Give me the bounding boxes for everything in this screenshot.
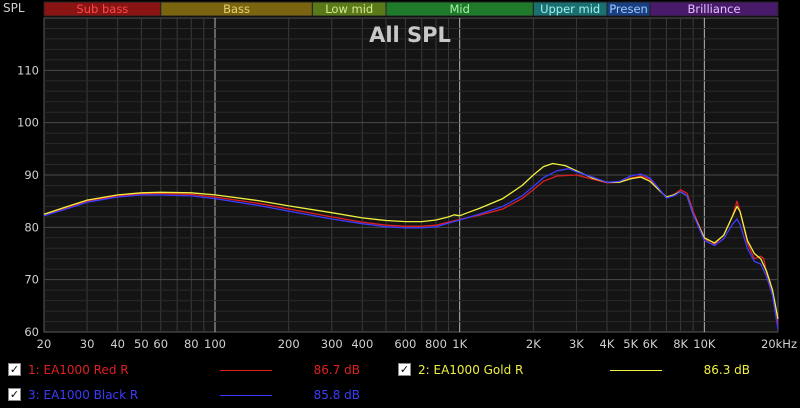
x-tick-label: 4K (600, 337, 615, 351)
band-label-6: Presen (609, 2, 648, 16)
legend-checkbox-3[interactable]: ✓ (8, 388, 21, 401)
legend-swatch-1 (220, 370, 272, 371)
frequency-bands: Sub bass Bass Low mid Mid Upper mid Presen Bri… (43, 1, 779, 17)
x-tick-label: 5K (623, 337, 638, 351)
x-tick-label: 100 (204, 337, 226, 351)
legend-label-2: 2: EA1000 Gold R (418, 363, 524, 377)
x-tick-label: 600 (394, 337, 416, 351)
legend-value-1: 86.7 dB (313, 363, 360, 377)
x-tick-label: 20kHz (761, 337, 797, 351)
y-axis-label: SPL (3, 1, 25, 15)
band-label-4: Mid (449, 2, 469, 16)
legend-swatch-2 (610, 370, 662, 371)
x-tick-label: 300 (321, 337, 343, 351)
x-tick-label: 800 (425, 337, 447, 351)
chart-title: All SPL (369, 23, 451, 47)
series-line-2 (43, 162, 779, 320)
x-tick-label: 60 (153, 337, 168, 351)
x-tick-label: 6K (643, 337, 658, 351)
y-tick-label: 60 (24, 325, 39, 339)
x-tick-label: 1K (452, 337, 467, 351)
y-tick-label: 80 (24, 220, 39, 234)
band-label-3: Low mid (325, 2, 373, 16)
y-tick-label: 110 (17, 63, 39, 77)
axis-ticks: 20 30 40 50 60 80 100 200 300 400 600 800 1K 2K 3K 4K 5K… (17, 63, 797, 351)
legend-checkbox-1[interactable]: ✓ (8, 363, 21, 376)
series-lines (43, 162, 779, 330)
x-tick-label: 80 (184, 337, 199, 351)
legend-label-1: 1: EA1000 Red R (28, 363, 129, 377)
x-tick-label: 3K (569, 337, 584, 351)
x-tick-label: 40 (110, 337, 125, 351)
band-7 (649, 1, 779, 17)
x-tick-label: 400 (351, 337, 373, 351)
series-line-3 (43, 168, 779, 330)
x-tick-label: 50 (134, 337, 149, 351)
legend-swatch-3 (220, 395, 272, 396)
y-tick-label: 100 (17, 116, 39, 130)
legend-value-2: 86.3 dB (703, 363, 750, 377)
x-tick-label: 2K (526, 337, 541, 351)
x-tick-label: 20 (37, 337, 52, 351)
band-label-2: Bass (223, 2, 250, 16)
grid (44, 18, 778, 332)
legend-label-3: 3: EA1000 Black R (28, 388, 139, 402)
legend-value-3: 85.8 dB (313, 388, 360, 402)
band-label-7: Brilliance (687, 2, 740, 16)
legend-item-1: ✓ 1: EA1000 Red R 86.7 dB (0, 360, 800, 380)
x-tick-label: 30 (80, 337, 95, 351)
series-line-1 (43, 174, 779, 325)
band-label-5: Upper mid (540, 2, 600, 16)
legend-checkbox-2[interactable]: ✓ (398, 363, 411, 376)
y-tick-label: 90 (24, 168, 39, 182)
legend-item-2: ✓ 2: EA1000 Gold R 86.3 dB (0, 360, 800, 380)
x-tick-label: 10K (693, 337, 716, 351)
band-label-1: Sub bass (76, 2, 128, 16)
x-tick-label: 8K (673, 337, 688, 351)
x-tick-label: 200 (278, 337, 300, 351)
legend-item-3: ✓ 3: EA1000 Black R 85.8 dB (0, 385, 800, 405)
y-tick-label: 70 (24, 273, 39, 287)
